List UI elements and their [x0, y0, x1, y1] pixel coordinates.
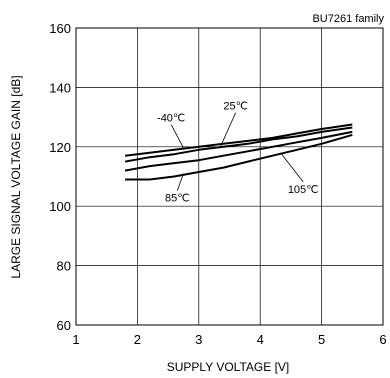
y-tick-label: 160	[49, 21, 71, 36]
y-tick-label: 80	[57, 259, 71, 274]
series-label-3: 105℃	[288, 184, 319, 196]
series-line-3	[125, 133, 353, 181]
series-line-1	[124, 126, 353, 163]
series-label-leader	[281, 153, 304, 183]
series-label-leader	[219, 112, 237, 148]
series-label-0: -40℃	[157, 113, 185, 125]
series-labels: -40℃ 25℃ 85℃ 105℃	[157, 101, 319, 205]
x-tick-label: 6	[379, 332, 386, 347]
y-tick-label: 60	[57, 318, 71, 333]
x-tick-label: 4	[257, 332, 264, 347]
series-label-leader	[170, 124, 184, 149]
x-tick-label: 1	[72, 332, 79, 347]
y-tick-label: 140	[49, 80, 71, 95]
y-axis-title: LARGE SIGNAL VOLTAGE GAIN [dB]	[9, 75, 23, 278]
y-tick-label: 120	[49, 140, 71, 155]
plot-frame	[75, 27, 384, 326]
y-tick-labels: 60 80 100 120 140 160	[49, 21, 71, 333]
x-tick-label: 5	[318, 332, 325, 347]
x-tick-label: 2	[134, 332, 141, 347]
series-line-0	[124, 123, 353, 157]
y-tick-label: 100	[49, 199, 71, 214]
series-lines	[124, 123, 353, 181]
series-label-2: 85℃	[165, 193, 190, 205]
chart-title: BU7261 family	[312, 13, 384, 25]
series-label-1: 25℃	[223, 101, 248, 113]
x-tick-labels: 1 2 3 4 5 6	[72, 332, 386, 347]
series-line-2	[124, 130, 353, 172]
x-axis-title: SUPPLY VOLTAGE [V]	[167, 360, 290, 374]
x-tick-label: 3	[195, 332, 202, 347]
series-label-leader	[176, 173, 184, 191]
grid	[75, 27, 384, 326]
